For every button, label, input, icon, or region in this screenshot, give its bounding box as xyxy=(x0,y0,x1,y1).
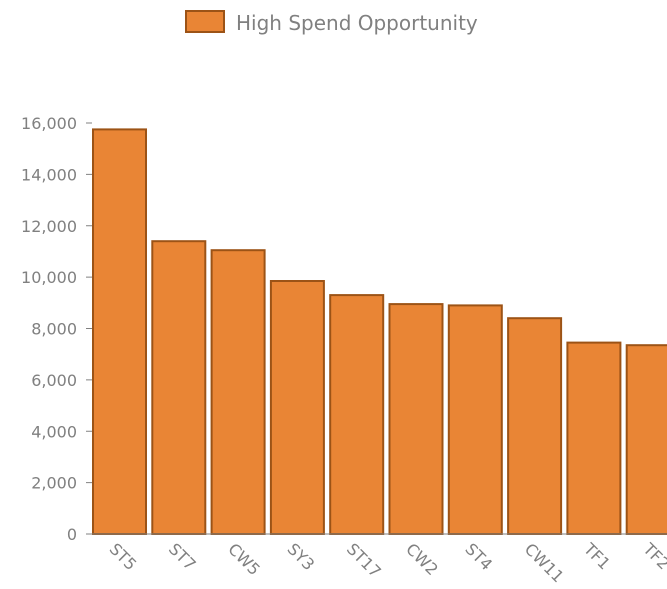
y-tick-label: 4,000 xyxy=(31,422,77,441)
x-tick-label: ST17 xyxy=(343,539,385,581)
legend-label: High Spend Opportunity xyxy=(236,11,478,35)
bar-st4 xyxy=(447,304,503,535)
x-tick-label: TF1 xyxy=(579,539,614,574)
y-tick-label: 6,000 xyxy=(31,371,77,390)
bar-st7 xyxy=(151,240,207,535)
bar-tf1 xyxy=(566,341,622,535)
x-tick-label: SY3 xyxy=(284,539,319,574)
x-tick-label: ST4 xyxy=(461,539,496,574)
y-tick-label: 0 xyxy=(67,525,77,544)
y-tick-label: 12,000 xyxy=(21,217,77,236)
x-tick-label: TF2 xyxy=(639,539,667,574)
legend: High Spend Opportunity xyxy=(185,10,478,35)
y-tick-label: 2,000 xyxy=(31,474,77,493)
y-tick-label: 10,000 xyxy=(21,268,77,287)
x-axis: ST5 ST7 CW5 SY3 ST17 CW2 ST4 CW11 TF1 TF2 xyxy=(92,533,667,586)
bar-sy3 xyxy=(269,280,325,535)
legend-swatch xyxy=(185,10,225,33)
bar-cw2 xyxy=(388,303,444,535)
x-tick-label: CW5 xyxy=(224,539,264,579)
bar-tf2 xyxy=(625,344,667,536)
x-tick-label: ST5 xyxy=(106,539,141,574)
y-tick-label: 16,000 xyxy=(21,114,77,133)
y-tick-label: 8,000 xyxy=(31,320,77,339)
x-tick-label: CW2 xyxy=(402,539,442,579)
bar-cw11 xyxy=(507,317,563,536)
bar-series xyxy=(92,128,667,536)
y-axis: 0 2,000 4,000 6,000 8,000 10,000 12,000 14,000 1… xyxy=(21,114,92,544)
bar-st17 xyxy=(329,294,385,535)
bar-cw5 xyxy=(210,249,266,535)
x-tick-label: CW11 xyxy=(521,539,568,586)
x-tick-label: ST7 xyxy=(165,539,200,574)
y-tick-label: 14,000 xyxy=(21,165,77,184)
bar-st5 xyxy=(92,128,147,535)
